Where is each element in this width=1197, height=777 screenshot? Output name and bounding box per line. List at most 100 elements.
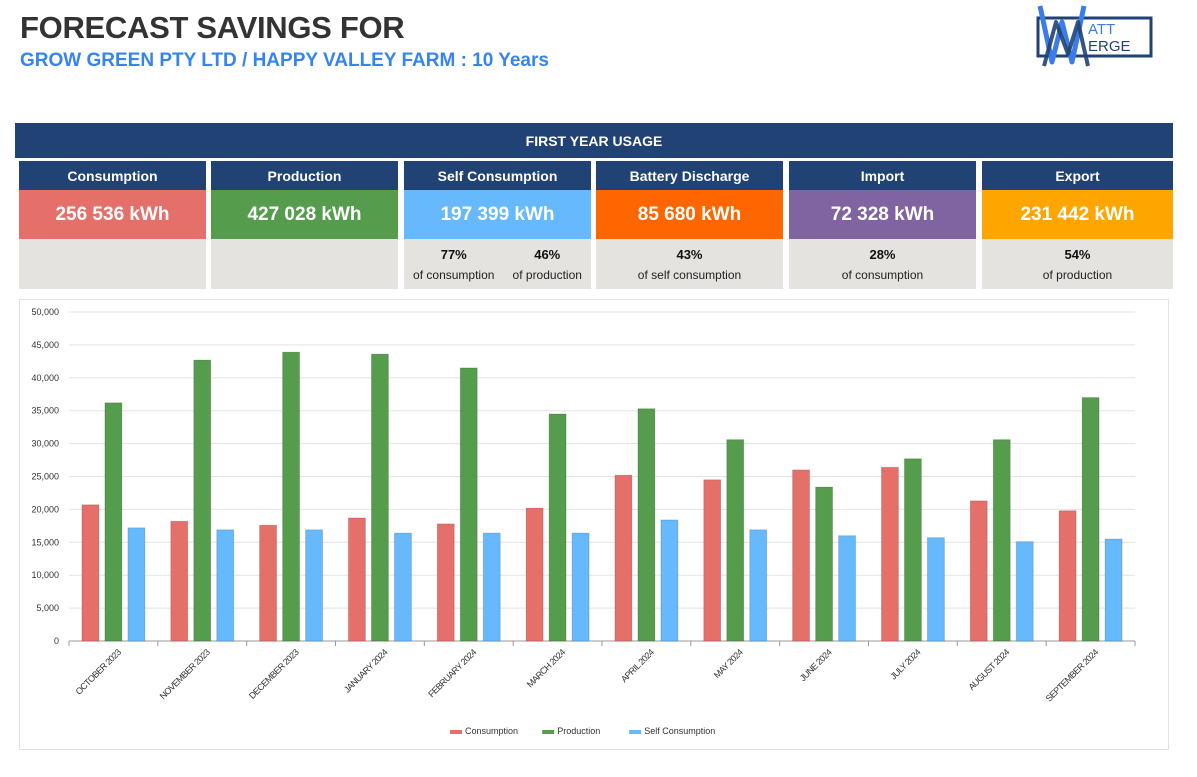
- bar-production: [370, 353, 389, 642]
- stat: 77% of consumption: [413, 247, 494, 282]
- stat-percent: 46%: [534, 246, 561, 262]
- bar-production: [193, 359, 212, 642]
- bar-consumption: [969, 500, 988, 642]
- page-title: FORECAST SAVINGS FOR: [20, 10, 405, 45]
- stat-label: of consumption: [413, 267, 495, 282]
- stat-label: of production: [512, 267, 582, 282]
- x-tick-label: MARCH 2024: [525, 647, 568, 690]
- card-value: 427 028 kWh: [211, 190, 398, 239]
- stat-percent: 77%: [440, 246, 467, 262]
- bar-self-consumption: [393, 532, 412, 642]
- bar-consumption: [880, 466, 899, 642]
- bar-production: [459, 367, 478, 642]
- legend-label: Self Consumption: [644, 726, 715, 736]
- x-tick-label: JUNE 2024: [798, 647, 834, 683]
- y-tick-label: 15,000: [31, 537, 59, 547]
- legend-swatch: [450, 730, 462, 734]
- y-tick-label: 10,000: [31, 570, 59, 580]
- card-footer: 28% of consumption: [789, 239, 976, 289]
- card-production: Production 427 028 kWh: [211, 161, 398, 289]
- usage-cards: Consumption 256 536 kWh Production 427 0…: [19, 161, 1173, 289]
- card-value: 72 328 kWh: [789, 190, 976, 239]
- card-header: Battery Discharge: [596, 161, 783, 190]
- x-tick-label: DECEMBER 2023: [247, 647, 301, 701]
- x-tick-label: NOVEMBER 2023: [158, 647, 212, 701]
- stat-label: of self consumption: [637, 267, 742, 282]
- bar-self-consumption: [838, 535, 857, 642]
- bar-self-consumption: [749, 529, 768, 642]
- first-year-usage-banner: FIRST YEAR USAGE: [15, 123, 1173, 158]
- y-tick-label: 35,000: [31, 406, 59, 416]
- card-footer: 54% of production: [982, 239, 1173, 289]
- page-subtitle: GROW GREEN PTY LTD / HAPPY VALLEY FARM :…: [20, 50, 549, 71]
- bar-production: [548, 413, 567, 642]
- legend-swatch: [542, 730, 555, 734]
- bar-production: [726, 439, 745, 642]
- bar-self-consumption: [1015, 541, 1034, 642]
- bar-consumption: [525, 507, 544, 642]
- logo-m-mark: [1042, 20, 1090, 67]
- logo-text-top: ATT: [1088, 21, 1115, 38]
- x-tick-label: AUGUST 2024: [966, 647, 1011, 692]
- card-import: Import 72 328 kWh 28% of consumption: [789, 161, 976, 289]
- legend-swatch: [629, 730, 642, 734]
- bar-production: [903, 458, 922, 642]
- y-tick-label: 5,000: [36, 603, 59, 613]
- logo-w-mark: [1037, 5, 1087, 65]
- x-tick-label: SEPTEMBER 2024: [1044, 647, 1101, 704]
- bar-production: [282, 351, 301, 642]
- bar-consumption: [1058, 510, 1077, 642]
- card-footer: [211, 239, 398, 289]
- card-value: 85 680 kWh: [596, 190, 783, 239]
- bar-production: [104, 402, 123, 642]
- stat-percent: 54%: [1064, 246, 1091, 262]
- x-tick-label: APRIL 2024: [619, 647, 656, 684]
- bar-self-consumption: [571, 532, 590, 642]
- card-value: 197 399 kWh: [404, 190, 591, 239]
- card-value: 231 442 kWh: [982, 190, 1173, 239]
- stat-label: of production: [1042, 267, 1113, 282]
- stat: 46% of production: [513, 247, 582, 282]
- card-self-consumption: Self Consumption 197 399 kWh 77% of cons…: [404, 161, 591, 289]
- y-tick-label: 40,000: [31, 373, 59, 383]
- bar-self-consumption: [926, 537, 945, 642]
- bar-consumption: [259, 524, 278, 642]
- bar-consumption: [792, 469, 811, 642]
- logo-text-bottom: ERGE: [1088, 38, 1131, 55]
- bar-self-consumption: [216, 529, 235, 642]
- bar-self-consumption: [1104, 538, 1123, 642]
- x-tick-label: OCTOBER 2023: [74, 647, 124, 697]
- legend-label: Production: [557, 726, 600, 736]
- bar-consumption: [347, 517, 366, 642]
- card-export: Export 231 442 kWh 54% of production: [982, 161, 1173, 289]
- stat: 54% of production: [1043, 247, 1112, 282]
- y-tick-label: 50,000: [31, 307, 59, 317]
- card-consumption: Consumption 256 536 kWh: [19, 161, 206, 289]
- card-header: Consumption: [19, 161, 206, 190]
- y-tick-label: 30,000: [31, 439, 59, 449]
- card-footer: 77% of consumption 46% of production: [404, 239, 591, 289]
- stat-percent: 28%: [869, 246, 896, 262]
- x-tick-label: JULY 2024: [888, 647, 923, 682]
- bar-production: [1081, 397, 1100, 642]
- x-tick-label: MAY 2024: [712, 647, 745, 680]
- card-header: Import: [789, 161, 976, 190]
- logo-frame: [1036, 16, 1153, 58]
- y-tick-label: 25,000: [31, 472, 59, 482]
- card-footer: 43% of self consumption: [596, 239, 783, 289]
- bar-consumption: [81, 504, 100, 642]
- bar-self-consumption: [305, 529, 324, 642]
- card-header: Export: [982, 161, 1173, 190]
- bar-consumption: [436, 523, 455, 642]
- y-tick-label: 0: [54, 636, 59, 646]
- bar-consumption: [170, 520, 189, 642]
- x-tick-label: FEBRUARY 2024: [426, 647, 478, 699]
- legend-label: Consumption: [465, 726, 518, 736]
- bar-self-consumption: [127, 527, 146, 642]
- y-tick-label: 45,000: [31, 340, 59, 350]
- watt-merge-logo: ATT ERGE: [1036, 5, 1153, 67]
- y-tick-label: 20,000: [31, 504, 59, 514]
- card-battery-discharge: Battery Discharge 85 680 kWh 43% of self…: [596, 161, 783, 289]
- bar-production: [637, 408, 656, 642]
- bar-self-consumption: [660, 519, 679, 642]
